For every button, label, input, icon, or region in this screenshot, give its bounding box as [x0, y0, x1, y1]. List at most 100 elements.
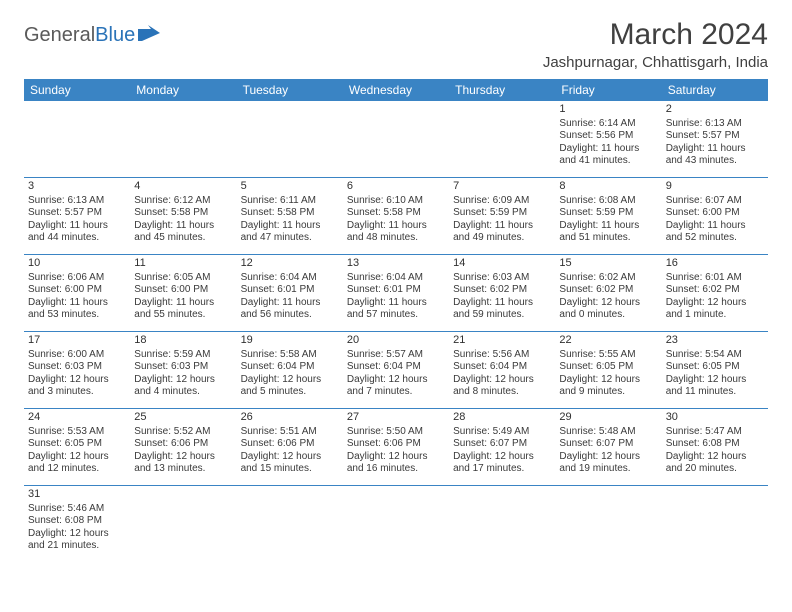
dl1-text: Daylight: 11 hours	[347, 297, 445, 310]
empty-cell	[555, 486, 661, 563]
location: Jashpurnagar, Chhattisgarh, India	[543, 54, 768, 71]
empty-cell	[662, 486, 768, 563]
sunrise-text: Sunrise: 6:13 AM	[666, 118, 764, 131]
dl1-text: Daylight: 12 hours	[134, 374, 232, 387]
sunrise-text: Sunrise: 6:06 AM	[28, 272, 126, 285]
dl1-text: Daylight: 11 hours	[241, 220, 339, 233]
day-number: 26	[241, 411, 339, 425]
dl2-text: and 49 minutes.	[453, 232, 551, 245]
sunset-text: Sunset: 6:00 PM	[666, 207, 764, 220]
sunrise-text: Sunrise: 6:00 AM	[28, 349, 126, 362]
dl2-text: and 19 minutes.	[559, 463, 657, 476]
sunset-text: Sunset: 6:05 PM	[666, 361, 764, 374]
sunset-text: Sunset: 6:03 PM	[134, 361, 232, 374]
dl2-text: and 7 minutes.	[347, 386, 445, 399]
dl1-text: Daylight: 11 hours	[666, 220, 764, 233]
day-number: 18	[134, 334, 232, 348]
empty-cell	[130, 101, 236, 178]
dl2-text: and 0 minutes.	[559, 309, 657, 322]
calendar-row: 3Sunrise: 6:13 AMSunset: 5:57 PMDaylight…	[24, 178, 768, 255]
empty-cell	[237, 486, 343, 563]
dl2-text: and 8 minutes.	[453, 386, 551, 399]
sunrise-text: Sunrise: 6:07 AM	[666, 195, 764, 208]
day-number: 29	[559, 411, 657, 425]
sunrise-text: Sunrise: 5:59 AM	[134, 349, 232, 362]
day-cell: 9Sunrise: 6:07 AMSunset: 6:00 PMDaylight…	[662, 178, 768, 255]
weekday-header-row: SundayMondayTuesdayWednesdayThursdayFrid…	[24, 79, 768, 101]
dl1-text: Daylight: 12 hours	[28, 528, 126, 541]
day-number: 9	[666, 180, 764, 194]
sunset-text: Sunset: 6:01 PM	[347, 284, 445, 297]
empty-cell	[237, 101, 343, 178]
calendar-row: 10Sunrise: 6:06 AMSunset: 6:00 PMDayligh…	[24, 255, 768, 332]
day-number: 23	[666, 334, 764, 348]
calendar-row: 31Sunrise: 5:46 AMSunset: 6:08 PMDayligh…	[24, 486, 768, 563]
day-cell: 28Sunrise: 5:49 AMSunset: 6:07 PMDayligh…	[449, 409, 555, 486]
day-number: 24	[28, 411, 126, 425]
dl1-text: Daylight: 11 hours	[559, 143, 657, 156]
sunset-text: Sunset: 6:01 PM	[241, 284, 339, 297]
sunset-text: Sunset: 5:58 PM	[241, 207, 339, 220]
dl1-text: Daylight: 12 hours	[134, 451, 232, 464]
empty-cell	[130, 486, 236, 563]
dl1-text: Daylight: 12 hours	[347, 451, 445, 464]
weekday-header: Friday	[555, 79, 661, 101]
sunrise-text: Sunrise: 6:14 AM	[559, 118, 657, 131]
sunrise-text: Sunrise: 6:08 AM	[559, 195, 657, 208]
sunset-text: Sunset: 6:00 PM	[28, 284, 126, 297]
dl1-text: Daylight: 11 hours	[453, 220, 551, 233]
day-cell: 2Sunrise: 6:13 AMSunset: 5:57 PMDaylight…	[662, 101, 768, 178]
day-number: 19	[241, 334, 339, 348]
day-number: 30	[666, 411, 764, 425]
sunrise-text: Sunrise: 5:46 AM	[28, 503, 126, 516]
day-number: 22	[559, 334, 657, 348]
sunset-text: Sunset: 6:02 PM	[559, 284, 657, 297]
dl2-text: and 45 minutes.	[134, 232, 232, 245]
weekday-header: Wednesday	[343, 79, 449, 101]
weekday-header: Saturday	[662, 79, 768, 101]
sunrise-text: Sunrise: 6:04 AM	[347, 272, 445, 285]
day-cell: 22Sunrise: 5:55 AMSunset: 6:05 PMDayligh…	[555, 332, 661, 409]
dl1-text: Daylight: 11 hours	[559, 220, 657, 233]
day-number: 3	[28, 180, 126, 194]
weekday-header: Sunday	[24, 79, 130, 101]
day-number: 10	[28, 257, 126, 271]
day-number: 14	[453, 257, 551, 271]
day-cell: 29Sunrise: 5:48 AMSunset: 6:07 PMDayligh…	[555, 409, 661, 486]
day-cell: 8Sunrise: 6:08 AMSunset: 5:59 PMDaylight…	[555, 178, 661, 255]
calendar-row: 24Sunrise: 5:53 AMSunset: 6:05 PMDayligh…	[24, 409, 768, 486]
day-cell: 14Sunrise: 6:03 AMSunset: 6:02 PMDayligh…	[449, 255, 555, 332]
sunrise-text: Sunrise: 5:57 AM	[347, 349, 445, 362]
dl1-text: Daylight: 12 hours	[559, 374, 657, 387]
day-cell: 13Sunrise: 6:04 AMSunset: 6:01 PMDayligh…	[343, 255, 449, 332]
empty-cell	[343, 486, 449, 563]
sunset-text: Sunset: 5:59 PM	[453, 207, 551, 220]
day-cell: 17Sunrise: 6:00 AMSunset: 6:03 PMDayligh…	[24, 332, 130, 409]
weekday-header: Tuesday	[237, 79, 343, 101]
dl1-text: Daylight: 11 hours	[28, 297, 126, 310]
sunset-text: Sunset: 5:58 PM	[134, 207, 232, 220]
day-number: 12	[241, 257, 339, 271]
sunrise-text: Sunrise: 6:10 AM	[347, 195, 445, 208]
dl1-text: Daylight: 12 hours	[666, 374, 764, 387]
dl1-text: Daylight: 12 hours	[453, 374, 551, 387]
sunrise-text: Sunrise: 5:55 AM	[559, 349, 657, 362]
day-number: 27	[347, 411, 445, 425]
day-cell: 27Sunrise: 5:50 AMSunset: 6:06 PMDayligh…	[343, 409, 449, 486]
dl1-text: Daylight: 12 hours	[453, 451, 551, 464]
logo-text-1: General	[24, 24, 95, 47]
dl2-text: and 57 minutes.	[347, 309, 445, 322]
dl1-text: Daylight: 12 hours	[28, 374, 126, 387]
sunset-text: Sunset: 6:08 PM	[666, 438, 764, 451]
sunset-text: Sunset: 6:04 PM	[241, 361, 339, 374]
empty-cell	[449, 486, 555, 563]
day-cell: 12Sunrise: 6:04 AMSunset: 6:01 PMDayligh…	[237, 255, 343, 332]
dl1-text: Daylight: 12 hours	[241, 451, 339, 464]
dl2-text: and 4 minutes.	[134, 386, 232, 399]
calendar-table: SundayMondayTuesdayWednesdayThursdayFrid…	[24, 79, 768, 562]
title-block: March 2024 Jashpurnagar, Chhattisgarh, I…	[543, 18, 768, 71]
sunrise-text: Sunrise: 5:52 AM	[134, 426, 232, 439]
sunrise-text: Sunrise: 5:58 AM	[241, 349, 339, 362]
day-cell: 16Sunrise: 6:01 AMSunset: 6:02 PMDayligh…	[662, 255, 768, 332]
day-number: 1	[559, 103, 657, 117]
